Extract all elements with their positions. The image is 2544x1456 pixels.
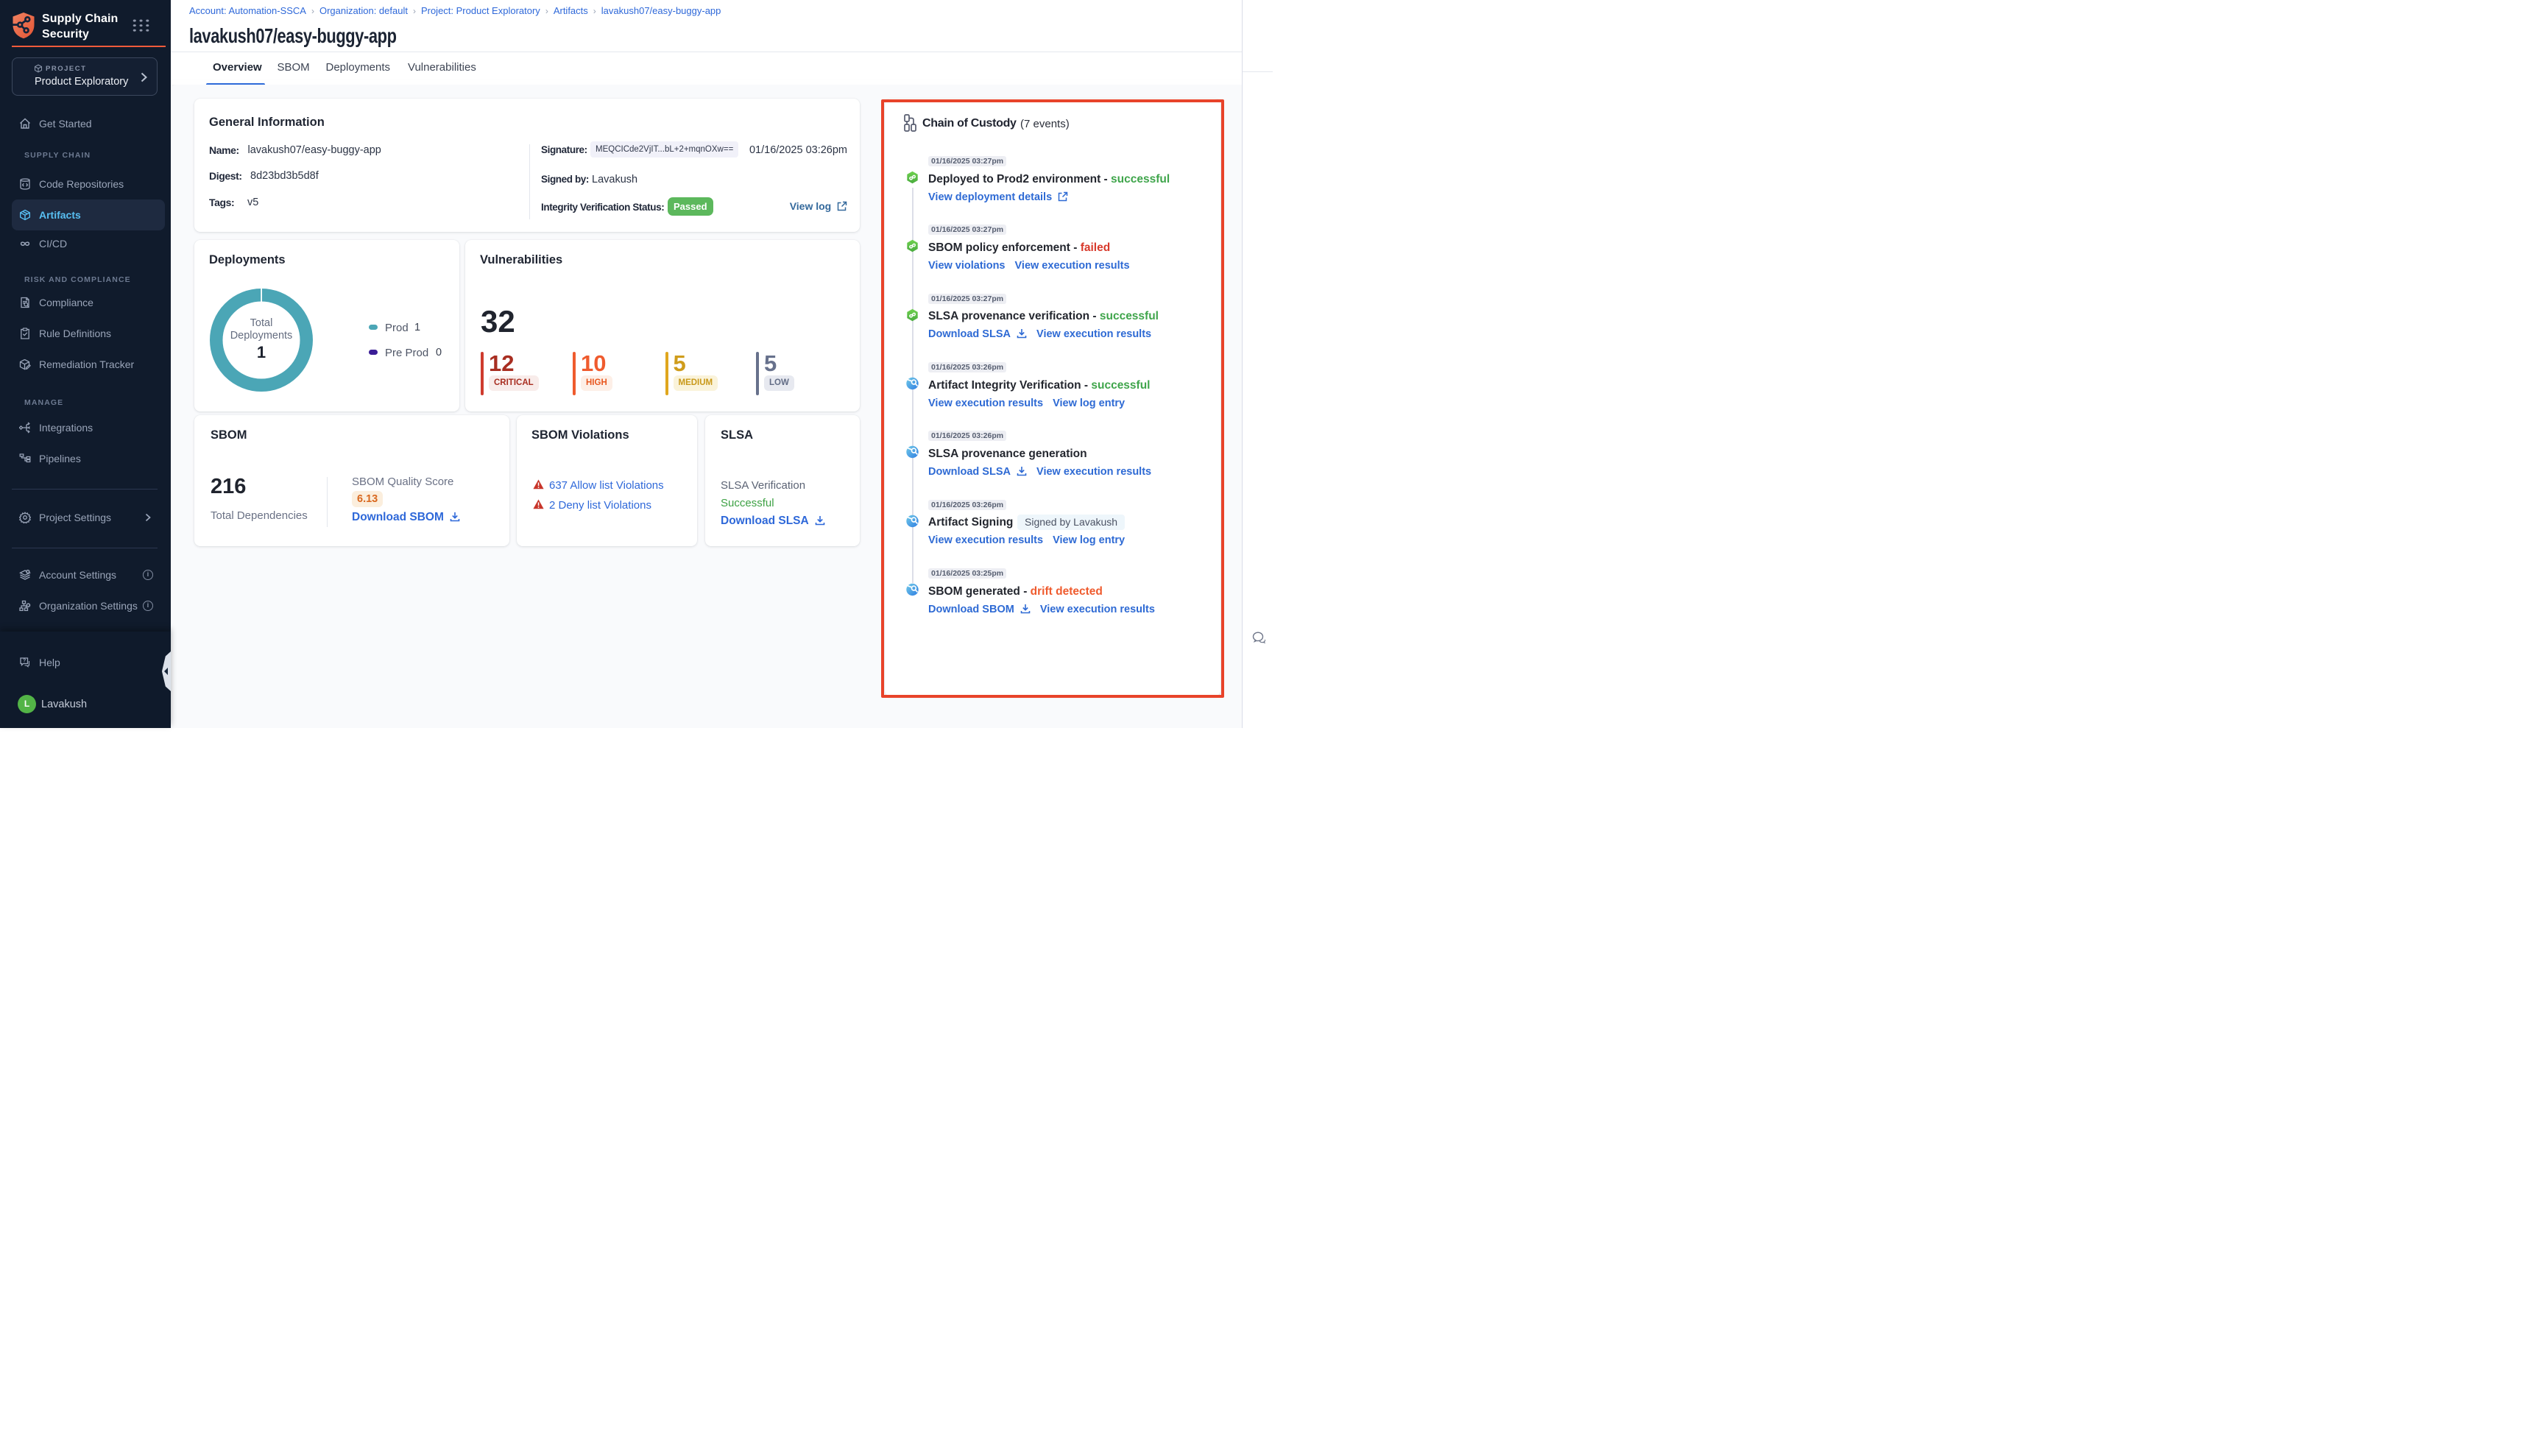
svg-text:?: ? [23,659,26,664]
